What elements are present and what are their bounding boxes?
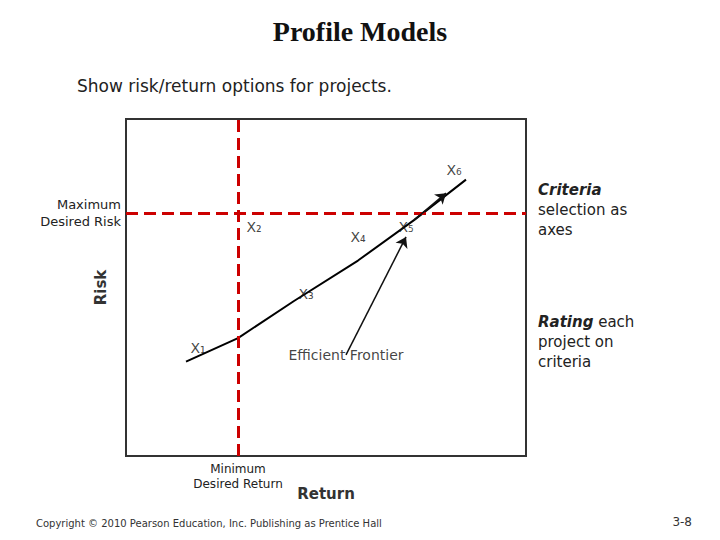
svg-text:each: each [593, 313, 634, 331]
svg-text:Risk: Risk [92, 269, 110, 306]
svg-text:Maximum: Maximum [57, 197, 121, 212]
svg-text:criteria: criteria [538, 353, 591, 371]
svg-text:X₄: X₄ [350, 229, 366, 245]
svg-text:Copyright © 2010 Pearson Educa: Copyright © 2010 Pearson Education, Inc.… [36, 518, 382, 529]
svg-text:Show risk/return options for p: Show risk/return options for projects. [77, 76, 392, 96]
svg-text:Efficient Frontier: Efficient Frontier [288, 347, 403, 363]
svg-text:X₂: X₂ [246, 219, 261, 235]
svg-text:3-8: 3-8 [672, 515, 692, 529]
svg-text:X₅: X₅ [398, 219, 413, 235]
svg-text:axes: axes [538, 221, 573, 239]
svg-text:selection as: selection as [538, 201, 627, 219]
svg-text:X₃: X₃ [298, 286, 313, 302]
svg-text:Desired Return: Desired Return [193, 477, 283, 491]
svg-text:Minimum: Minimum [210, 462, 266, 476]
svg-text:Rating: Rating [538, 313, 594, 331]
svg-text:Return: Return [297, 485, 355, 503]
svg-text:X₁: X₁ [190, 340, 205, 356]
svg-text:Profile Models: Profile Models [273, 16, 448, 47]
svg-text:X₆: X₆ [446, 162, 462, 178]
svg-text:project on: project on [538, 333, 614, 351]
svg-text:Desired Risk: Desired Risk [40, 214, 121, 229]
svg-text:Criteria: Criteria [538, 181, 602, 199]
